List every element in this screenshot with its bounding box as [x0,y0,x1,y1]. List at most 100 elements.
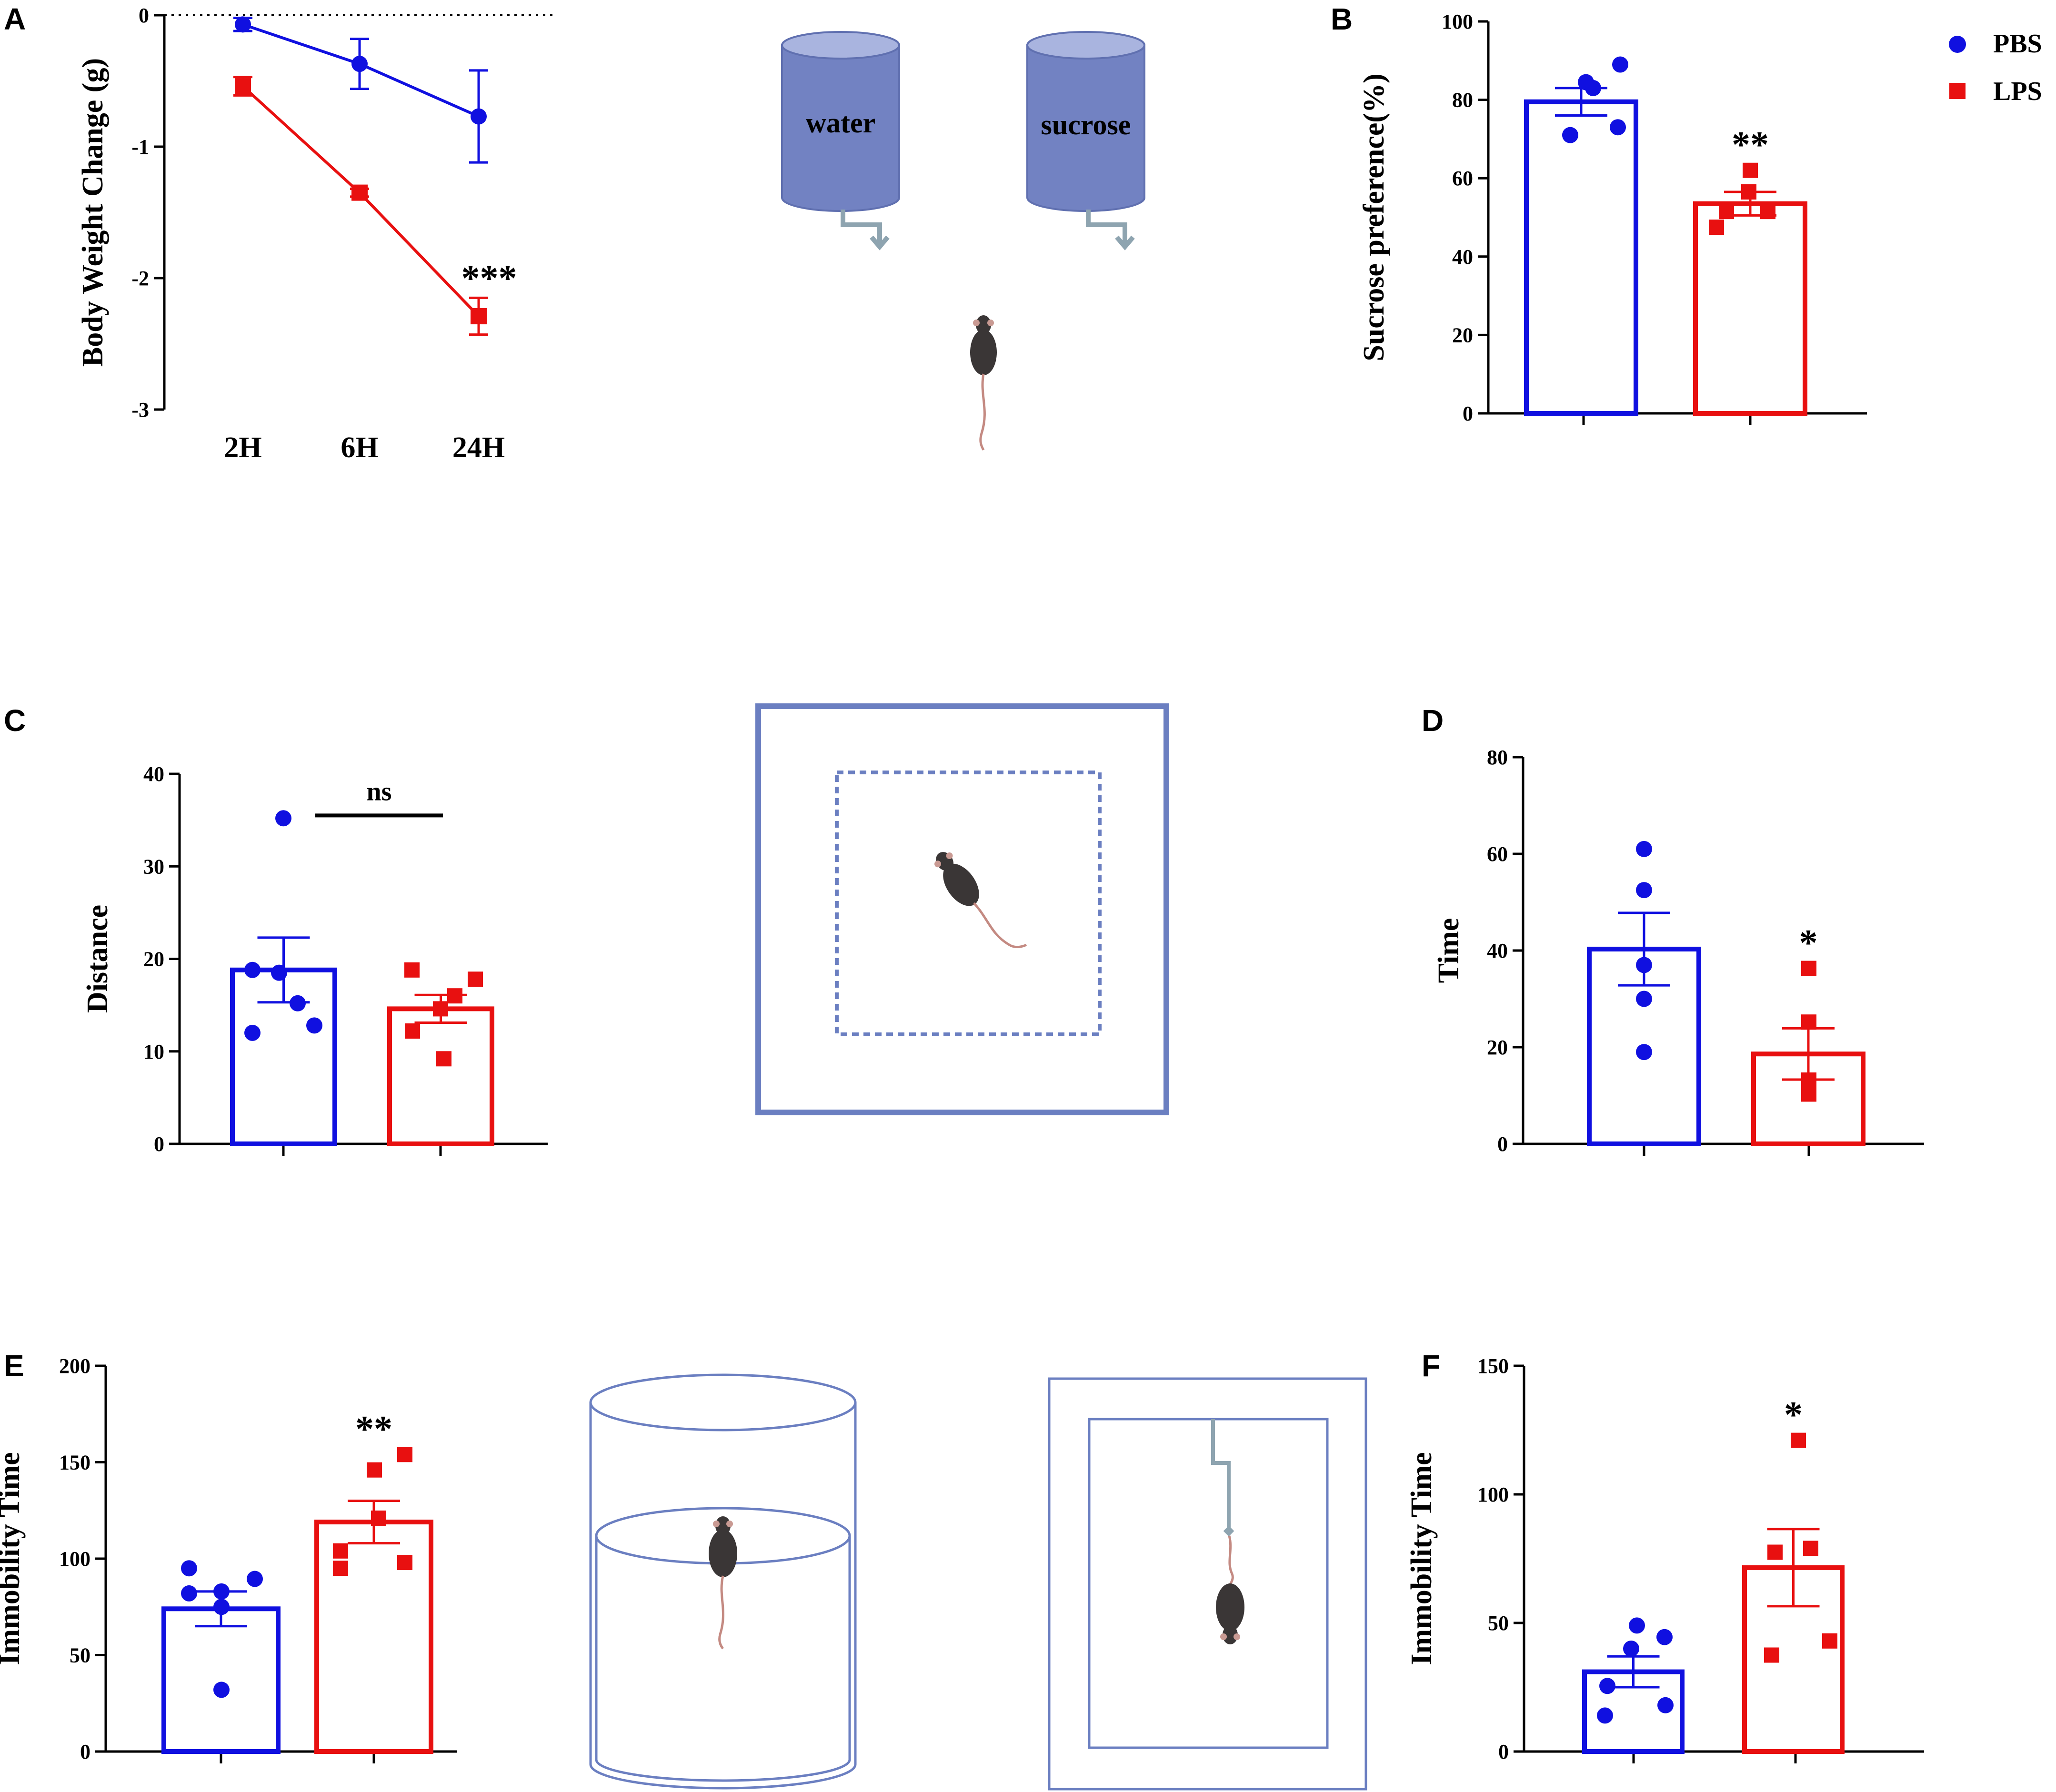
lps-data-point [235,78,251,95]
open-field-outer-box [755,703,1169,1115]
mouse-icon [970,315,997,451]
legend-pbs-label: PBS [1993,29,2042,59]
significance-label: *** [461,257,517,299]
lps-bar [1693,201,1807,416]
mouse-icon [934,852,1027,949]
pbs-data-point [351,56,368,72]
chart-c-distance: 0 10 20 30 40 Distance ns [81,762,548,1156]
lps-data-point [447,988,462,1004]
pbs-data-point [181,1560,197,1577]
pbs-data-point [1585,80,1601,96]
lps-data-point [1801,1014,1816,1030]
pbs-data-point [1636,1044,1652,1061]
lps-data-point [1764,1647,1779,1663]
significance-label: * [1799,922,1818,963]
pbs-data-point [1599,1678,1615,1694]
pbs-data-point [1636,957,1652,973]
pbs-data-point [1657,1697,1674,1713]
pbs-data-point [275,810,291,827]
lps-series-line [241,85,480,318]
lps-data-point [1801,1072,1816,1088]
lps-data-point [433,1001,448,1017]
significance-label: * [1784,1394,1803,1435]
chart-d-time: 0 20 40 60 80 Time * [1433,746,1924,1156]
y-tick-label: 0 [139,4,149,27]
y-tick-label: -2 [131,267,149,290]
legend-pbs-marker [1949,36,1966,53]
pbs-data-point [1562,127,1578,143]
lps-data-point [1741,184,1756,200]
lps-data-point [371,1510,386,1526]
y-tick-label: 100 [1442,10,1473,33]
y-tick-label: 0 [80,1740,90,1763]
y-tick-label: 40 [1487,939,1508,962]
lps-data-point [351,184,368,201]
panel-letter-c: C [4,703,26,738]
panel-letter-a: A [4,2,26,36]
pbs-data-point [213,1599,230,1615]
pbs-data-point [1612,56,1628,73]
pbs-data-point [1629,1617,1645,1634]
mouse-icon [1216,1535,1244,1644]
significance-label: ns [367,777,392,806]
pbs-data-point [247,1571,263,1587]
y-tick-label: 80 [1452,89,1473,112]
x-tick-label: 6H [341,431,378,464]
sucrose-spout-icon [1086,210,1135,250]
pbs-data-point [290,995,306,1011]
x-tick-label: 24H [452,431,505,464]
pbs-bar [161,1606,281,1754]
suspension-wire [1211,1419,1231,1531]
y-tick-label: 30 [143,855,164,878]
water-label: water [806,107,876,139]
y-tick-label: 20 [1452,323,1473,347]
schematic-forced-swim [589,1373,857,1790]
y-tick-label: 200 [59,1354,90,1378]
lps-data-point [1719,204,1734,220]
sucrose-label: sucrose [1041,109,1131,140]
pbs-data-point [1623,1641,1639,1657]
pbs-data-point [271,964,287,981]
panel-letter-d: D [1422,703,1444,738]
pbs-bar [1524,99,1638,416]
chart-e-immobility-time: 0 50 100 150 200 Immobility Time ** [0,1354,457,1763]
schematic-sucrose-test: water sucrose [781,31,1145,451]
y-axis-label: Distance [81,905,114,1013]
y-tick-label: 10 [143,1040,164,1063]
y-tick-label: 20 [143,948,164,971]
y-tick-label: 100 [1477,1483,1509,1506]
open-field-center-zone [835,771,1102,1036]
x-tick-label: 2H [224,431,261,464]
y-axis-label: Time [1433,918,1465,983]
water-bottle: water [781,31,900,250]
pbs-data-point [213,1583,230,1600]
y-tick-label: 40 [143,762,164,786]
lps-data-point [1709,220,1724,235]
y-tick-label: -1 [131,135,149,159]
y-tick-label: 20 [1487,1036,1508,1059]
tail-suspension-outer-box [1048,1377,1367,1791]
chart-b-sucrose-preference: 0 20 40 60 80 100 Sucrose preference(%) ** [1358,10,1867,425]
y-tick-label: 50 [70,1644,90,1667]
pbs-data-point [244,961,261,978]
lps-data-point [404,962,420,978]
y-tick-label: 40 [1452,245,1473,269]
y-axis-label: Immobility Time [1405,1452,1438,1665]
lps-data-point [1760,204,1775,220]
chart-f-immobility-time: 0 50 100 150 Immobility Time * [1405,1354,1924,1763]
panel-letter-e: E [4,1349,24,1383]
lps-data-point [1743,162,1758,178]
legend: PBS LPS [1949,29,2042,106]
pbs-data-point [1610,119,1626,136]
y-tick-label: 80 [1487,746,1508,769]
chart-a-body-weight: 0 -1 -2 -3 2H 6H 24H Body Weight Change (g) *** [77,4,557,464]
pbs-data-point [213,1682,230,1698]
lps-data-point [405,1023,420,1039]
swim-cylinder-inner [595,1536,851,1782]
pbs-data-point [235,16,251,33]
pbs-data-point [471,108,487,125]
y-tick-label: 0 [1497,1132,1508,1156]
pbs-data-point [1636,841,1652,857]
y-tick-label: 0 [1498,1740,1509,1763]
y-axis-label: Body Weight Change (g) [77,58,109,367]
